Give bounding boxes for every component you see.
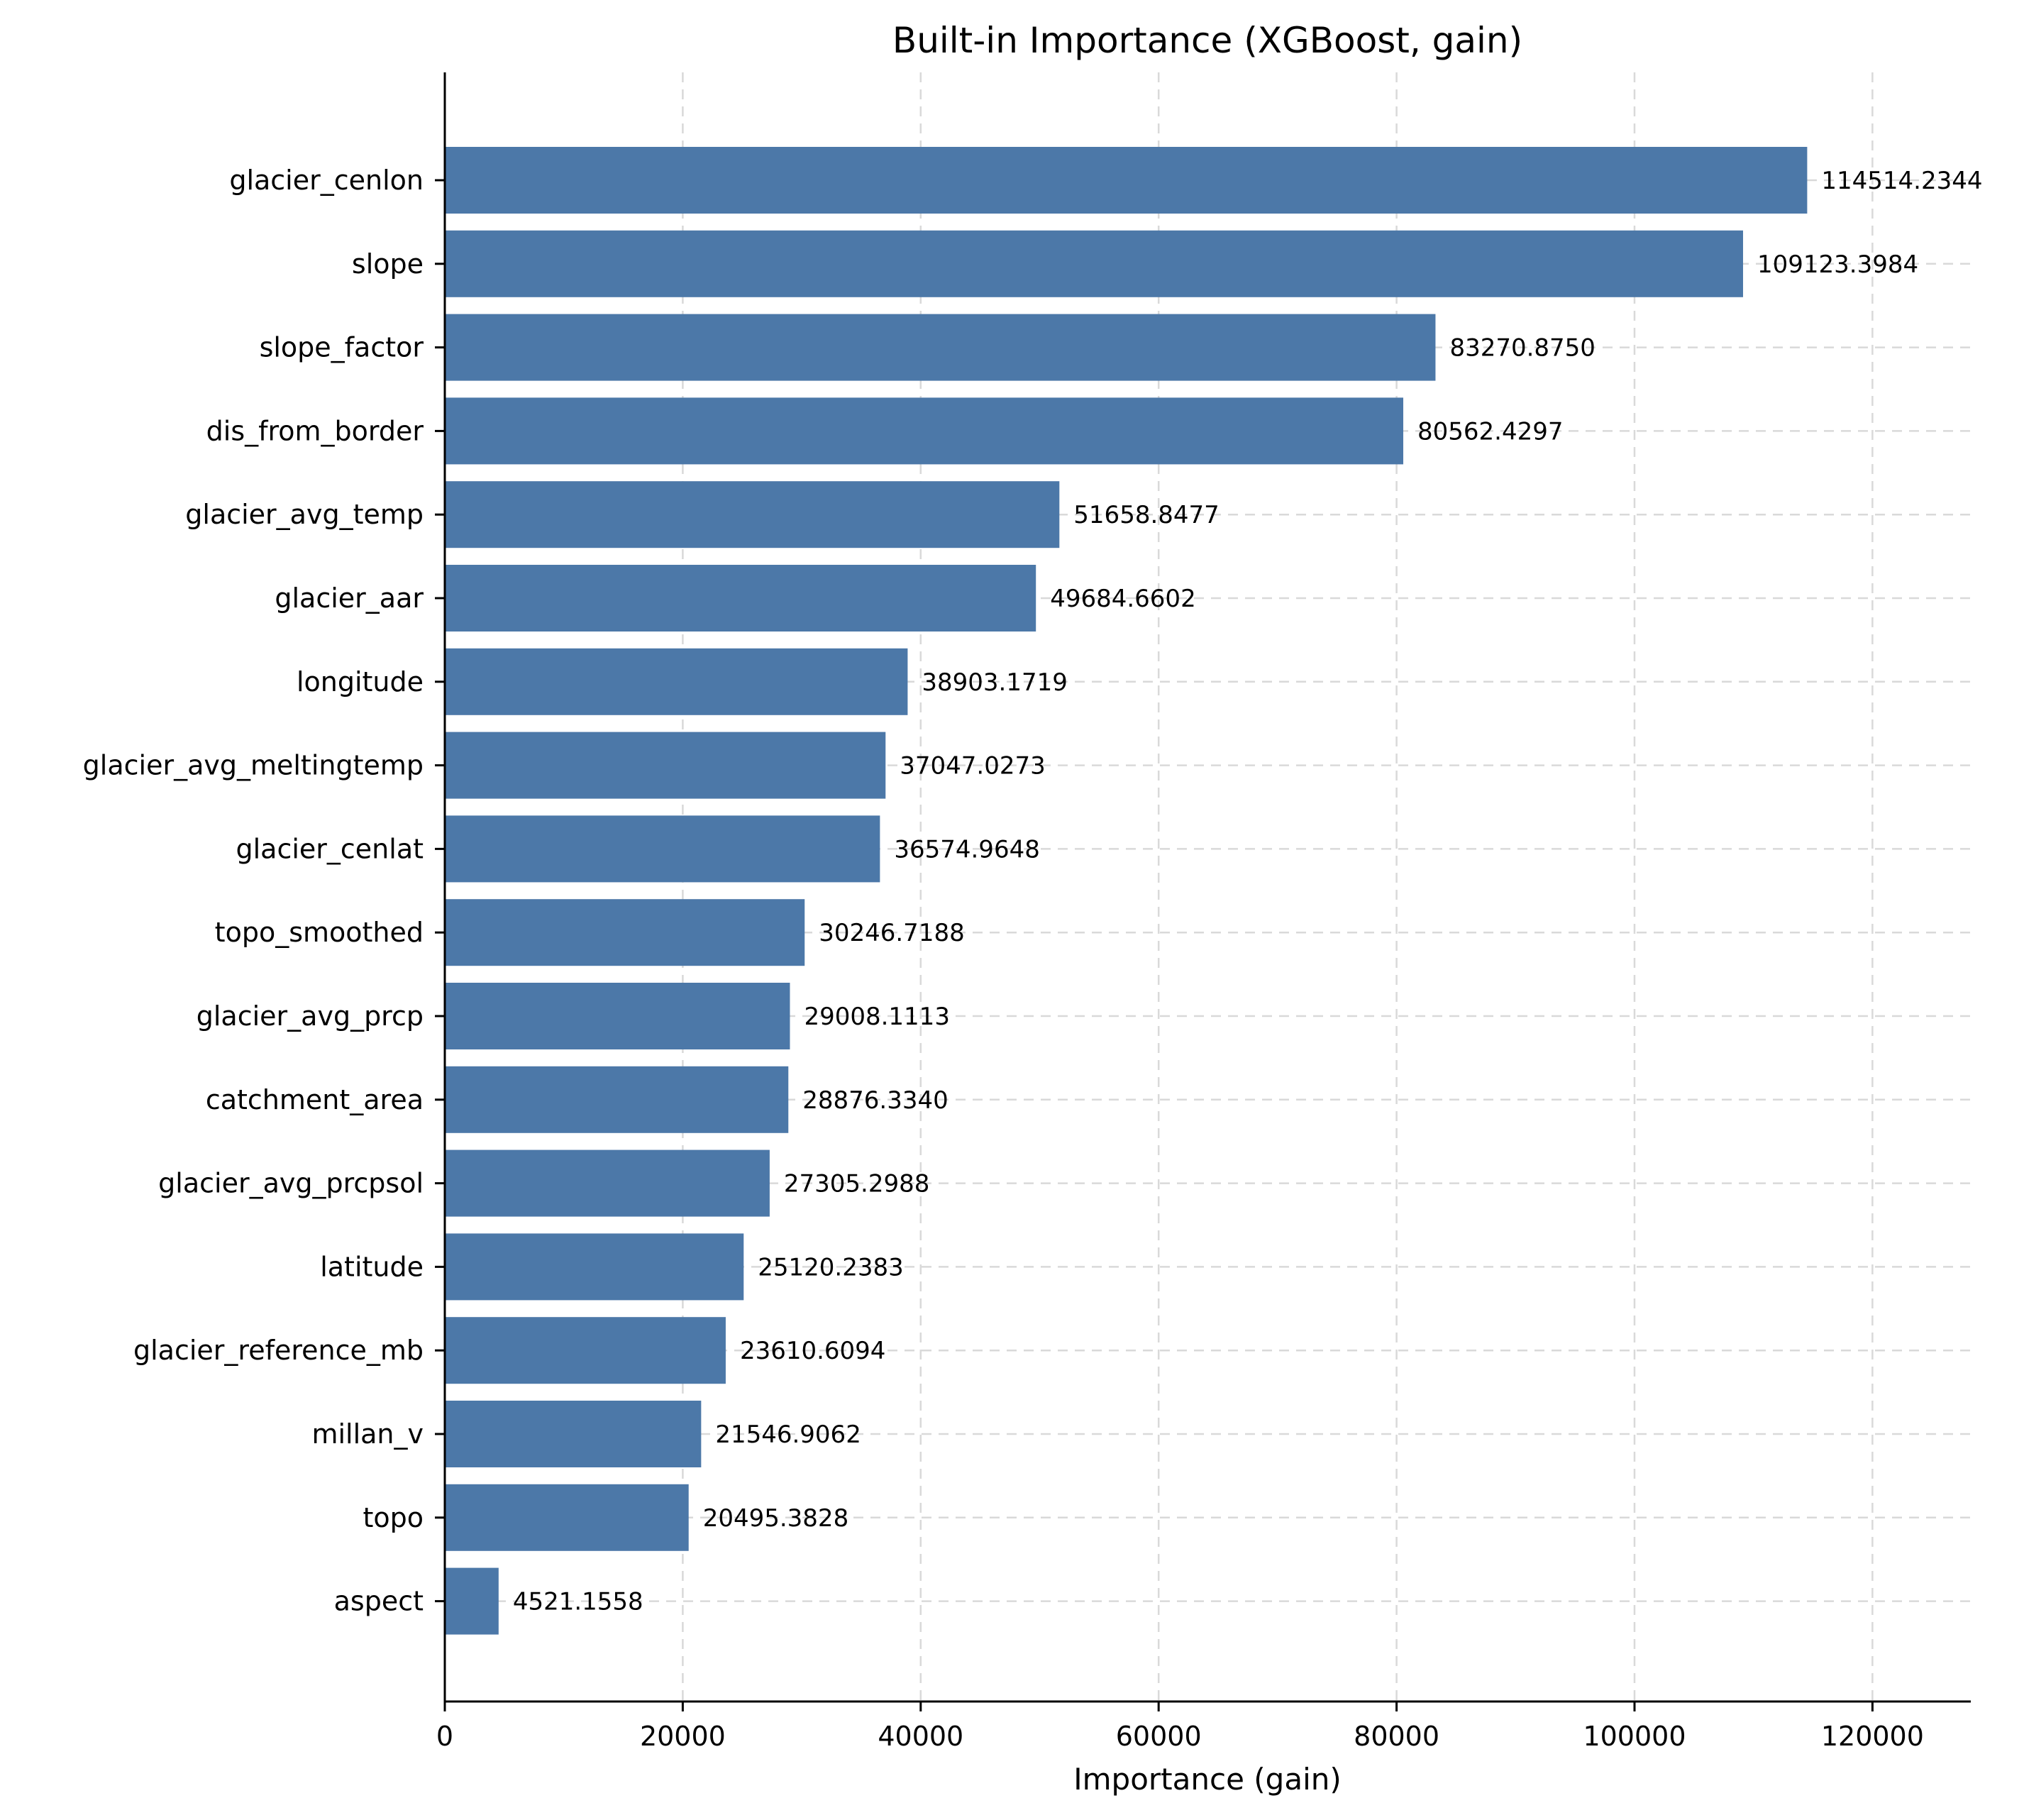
category-label: glacier_reference_mb — [133, 1335, 424, 1366]
category-label: latitude — [320, 1251, 424, 1282]
category-label: glacier_cenlat — [236, 833, 424, 864]
bar-catchment_area — [445, 1066, 789, 1133]
category-label: glacier_cenlon — [229, 165, 424, 196]
bar-glacier_cenlat — [445, 815, 880, 883]
value-label: 37047.0273 — [900, 752, 1046, 781]
value-label: 23610.6094 — [740, 1337, 886, 1365]
x-tick-label: 40000 — [878, 1721, 963, 1752]
value-label: 4521.1558 — [513, 1588, 643, 1616]
value-label: 38903.1719 — [922, 668, 1068, 697]
x-tick-label: 0 — [436, 1721, 453, 1752]
value-label: 27305.2988 — [784, 1170, 930, 1198]
category-label: dis_from_border — [206, 415, 424, 446]
value-label: 51658.8477 — [1073, 501, 1220, 529]
category-label: millan_v — [311, 1418, 424, 1450]
value-label: 21546.9062 — [715, 1421, 861, 1449]
category-label: catchment_area — [206, 1084, 424, 1115]
bar-topo — [445, 1484, 689, 1551]
x-ticks: 0 20000 40000 60000 80000 100000 120000 — [435, 179, 1924, 1752]
bar-glacier_avg_prcpsol — [445, 1149, 770, 1217]
bar-glacier_cenlon — [445, 147, 1808, 214]
bar-glacier_avg_meltingtemp — [445, 732, 886, 799]
category-label: slope_factor — [260, 332, 424, 363]
bar-dis_from_border — [445, 397, 1404, 465]
bar-slope — [445, 230, 1743, 297]
value-label: 49684.6602 — [1050, 585, 1196, 613]
value-label: 83270.8750 — [1449, 334, 1596, 363]
x-tick-label: 20000 — [640, 1721, 726, 1752]
category-label: glacier_avg_meltingtemp — [83, 750, 424, 781]
bars — [445, 147, 1808, 1635]
category-label: aspect — [334, 1586, 424, 1617]
bar-slope_factor — [445, 314, 1436, 381]
category-label: glacier_avg_prcp — [197, 1000, 424, 1032]
value-label: 30246.7188 — [819, 919, 965, 947]
value-label: 29008.1113 — [804, 1003, 950, 1031]
x-tick-label: 120000 — [1821, 1721, 1924, 1752]
value-label: 28876.3340 — [802, 1086, 949, 1115]
bar-glacier_avg_temp — [445, 481, 1060, 548]
bar-millan_v — [445, 1401, 702, 1467]
bar-latitude — [445, 1233, 744, 1301]
category-label: slope — [352, 248, 424, 280]
category-label: glacier_avg_temp — [185, 499, 424, 530]
category-label: longitude — [297, 666, 424, 697]
value-label: 109123.3984 — [1757, 250, 1918, 279]
x-tick-label: 80000 — [1354, 1721, 1439, 1752]
category-label: glacier_avg_prcpsol — [158, 1168, 424, 1199]
category-label: topo — [363, 1502, 424, 1533]
bar-glacier_avg_prcp — [445, 983, 790, 1049]
value-labels: 114514.2344 109123.3984 83270.8750 80562.42… — [513, 167, 1983, 1616]
x-tick-label: 60000 — [1116, 1721, 1202, 1752]
value-label: 114514.2344 — [1821, 167, 1982, 195]
value-label: 80562.4297 — [1417, 417, 1564, 446]
bar-topo_smoothed — [445, 899, 805, 966]
x-axis-label: Importance (gain) — [1073, 1762, 1342, 1797]
x-tick-label: 100000 — [1583, 1721, 1686, 1752]
value-label: 36574.9648 — [894, 835, 1040, 864]
value-label: 20495.3828 — [703, 1504, 849, 1533]
bar-longitude — [445, 648, 908, 715]
bar-aspect — [445, 1567, 499, 1635]
bar-glacier_reference_mb — [445, 1317, 726, 1384]
value-label: 25120.2383 — [758, 1253, 904, 1281]
category-label: topo_smoothed — [215, 917, 424, 948]
category-label: glacier_aar — [275, 583, 424, 614]
chart-title: Built-in Importance (XGBoost, gain) — [892, 20, 1522, 61]
bar-glacier_aar — [445, 565, 1036, 632]
